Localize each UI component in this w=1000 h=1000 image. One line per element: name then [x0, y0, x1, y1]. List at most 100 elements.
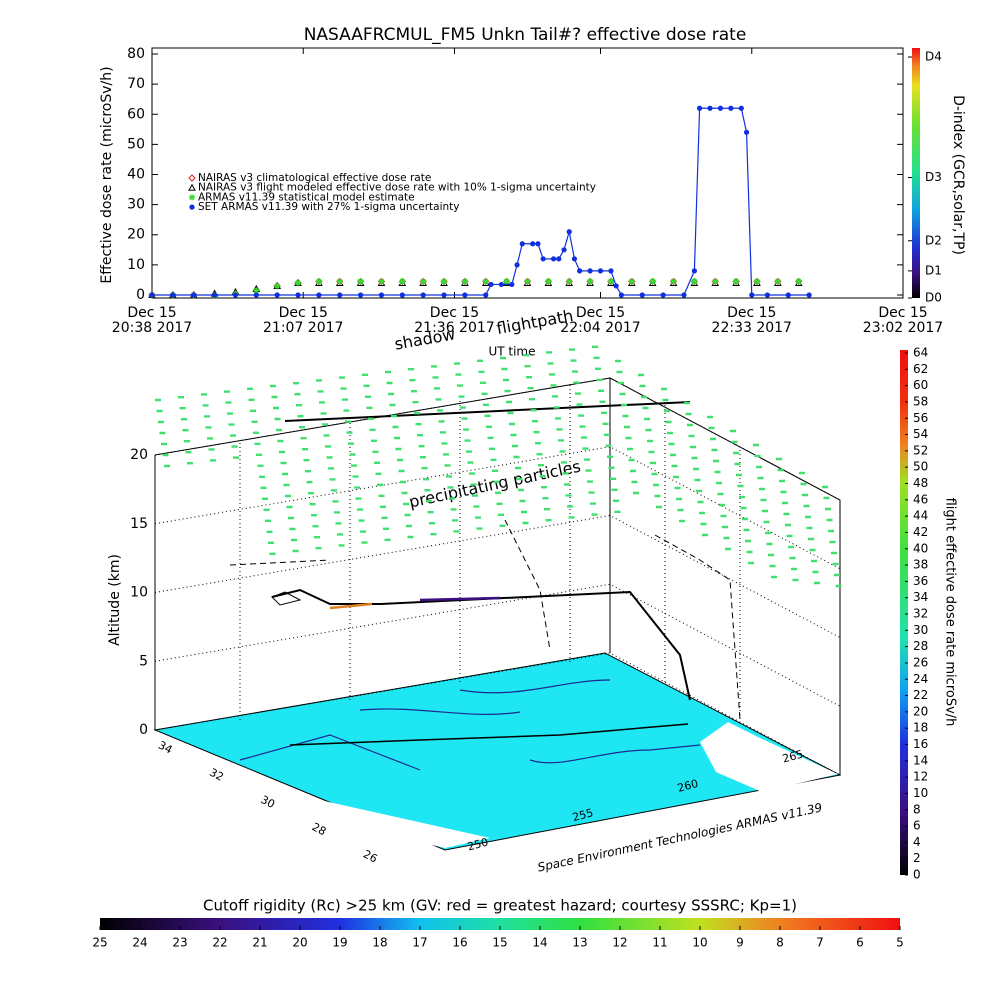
- data-point: [211, 292, 218, 298]
- data-point: [774, 278, 781, 285]
- flight-ground-track: [289, 723, 689, 746]
- dose-tick-label: 58: [913, 394, 928, 408]
- data-point: [149, 292, 155, 298]
- dose-tick-label: 22: [913, 688, 928, 702]
- legend-label: ARMAS v11.39 statistical model estimate: [198, 191, 415, 203]
- data-point: [691, 268, 697, 274]
- data-point: [170, 292, 176, 298]
- z-axis-label: Altitude (km): [107, 554, 123, 646]
- y2-tick-label: D1: [925, 263, 942, 277]
- data-point: [733, 278, 740, 285]
- chart-title: NASAAFRCMUL_FM5 Unkn Tail#? effective do…: [304, 25, 747, 45]
- data-point: [461, 277, 469, 286]
- x-tick-label: 21:36 2017: [414, 320, 494, 336]
- data-point: [503, 278, 510, 285]
- rigidity-tick-label: 11: [652, 936, 667, 950]
- x-tick-label: 21:07 2017: [263, 320, 343, 336]
- flightpath: [271, 588, 691, 701]
- y2-axis-label: D-index (GCR,solar,TP): [950, 95, 966, 255]
- rigidity-tick-label: 16: [452, 936, 467, 950]
- data-point: [717, 105, 724, 111]
- dose-tick-label: 2: [913, 851, 921, 865]
- dose-tick-label: 56: [913, 411, 928, 425]
- z-tick-label: 10: [130, 585, 148, 601]
- data-point: [597, 268, 604, 274]
- data-point: [577, 268, 583, 274]
- dose-tick-label: 24: [913, 672, 928, 686]
- map-water: [205, 782, 490, 848]
- rigidity-tick-label: 24: [132, 936, 147, 950]
- rigidity-tick-label: 13: [572, 936, 587, 950]
- data-point: [315, 277, 323, 286]
- data-point: [253, 287, 260, 294]
- rigidity-tick-label: 17: [412, 936, 427, 950]
- dose-colorbar-label: flight effective dose rate microSv/h: [943, 498, 958, 727]
- data-point: [514, 262, 520, 268]
- data-point: [639, 292, 645, 298]
- data-point: [488, 281, 494, 288]
- data-point: [566, 229, 572, 235]
- x-tick-label: Dec 15: [279, 305, 328, 321]
- dose-colorbar: [900, 350, 908, 875]
- data-point: [618, 292, 624, 298]
- data-point: [519, 241, 525, 247]
- x-tick-label: Dec 15: [430, 305, 479, 321]
- dose-tick-label: 64: [913, 346, 928, 360]
- dose-tick-label: 34: [913, 590, 928, 604]
- y-tick-label: 60: [127, 106, 145, 122]
- z-tick-label: 5: [139, 653, 148, 669]
- y-tick-label: 20: [127, 227, 145, 243]
- rigidity-tick-label: 25: [92, 936, 107, 950]
- x-tick-label: 22:04 2017: [560, 320, 640, 336]
- rigidity-tick-label: 18: [372, 936, 387, 950]
- rigidity-tick-label: 8: [776, 936, 784, 950]
- data-point: [191, 292, 197, 298]
- data-point: [670, 278, 677, 285]
- z-tick-label: 15: [130, 516, 148, 532]
- data-point: [649, 278, 656, 285]
- data-point: [232, 292, 239, 298]
- dose-tick-label: 4: [913, 835, 921, 849]
- rigidity-tick-label: 14: [532, 936, 547, 950]
- data-point: [690, 277, 699, 286]
- x-tick-label: 22:33 2017: [712, 320, 792, 336]
- data-point: [753, 278, 760, 285]
- data-point: [738, 105, 744, 111]
- map-water: [700, 722, 838, 792]
- data-point: [462, 292, 468, 298]
- data-point: [530, 241, 536, 247]
- data-point: [613, 283, 619, 289]
- rigidity-tick-label: 22: [212, 936, 227, 950]
- data-point: [587, 268, 593, 274]
- legend-symbol: [188, 174, 196, 182]
- data-point: [441, 278, 448, 285]
- dose-tick-label: 30: [913, 623, 928, 637]
- y2-tick-label: D4: [925, 50, 942, 64]
- flightpath-loop: [271, 591, 302, 606]
- z-tick-label: 20: [130, 447, 148, 463]
- dose-tick-label: 40: [913, 541, 928, 555]
- rigidity-tick-label: 21: [252, 936, 267, 950]
- dose-tick-label: 18: [913, 721, 928, 735]
- data-point: [628, 277, 636, 286]
- data-point: [535, 241, 541, 247]
- annotation: precipitating particles: [407, 457, 582, 512]
- data-point: [556, 256, 562, 262]
- data-point: [524, 278, 531, 285]
- data-point: [728, 105, 734, 111]
- dose-tick-label: 44: [913, 509, 928, 523]
- precipitating-particles: [155, 345, 842, 588]
- data-point: [806, 292, 812, 298]
- data-point: [712, 278, 719, 285]
- data-point: [337, 292, 343, 298]
- flight-projections: [229, 519, 741, 721]
- rigidity-tick-label: 12: [612, 936, 627, 950]
- data-point: [608, 268, 614, 274]
- legend-symbol: [189, 204, 195, 210]
- data-point: [502, 277, 511, 286]
- dose-tick-label: 8: [913, 802, 921, 816]
- data-point: [509, 281, 515, 288]
- d-index-colorbar: [912, 48, 920, 298]
- dose-tick-label: 52: [913, 443, 928, 457]
- data-point: [607, 278, 614, 285]
